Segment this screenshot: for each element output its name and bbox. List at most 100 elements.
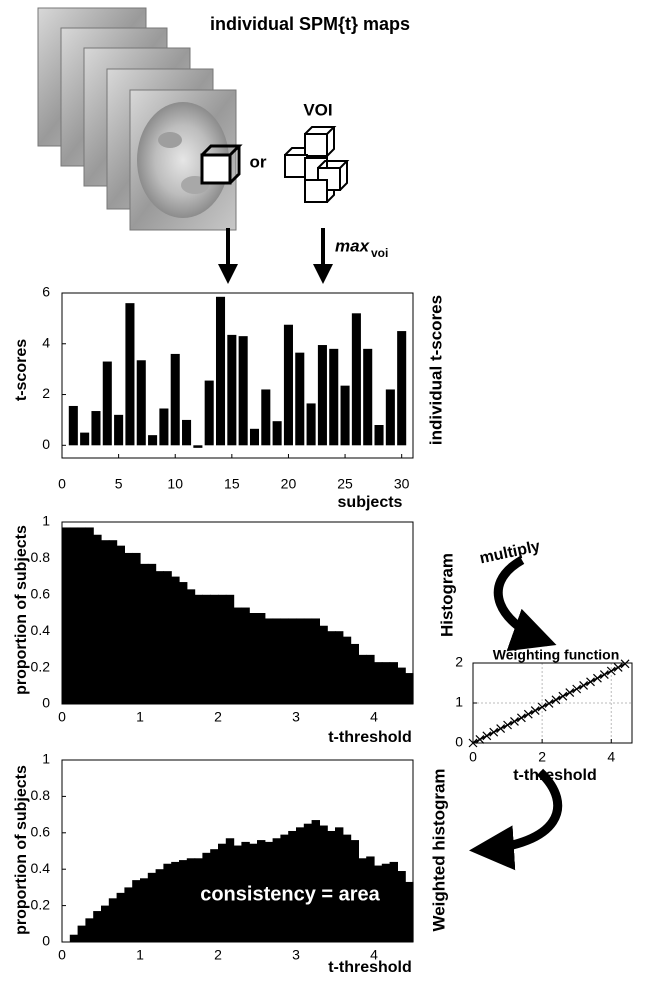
step (233, 607, 242, 704)
step (62, 527, 71, 704)
marker (620, 659, 630, 669)
step (155, 869, 164, 942)
step (335, 631, 344, 704)
marker (558, 691, 568, 701)
x-tick-label: 3 (292, 709, 300, 725)
x-tick-label: 25 (337, 476, 353, 492)
step (108, 540, 118, 704)
step (374, 662, 383, 704)
bar (91, 411, 101, 446)
voxel-cube (200, 144, 243, 185)
bar (159, 408, 169, 446)
step (272, 618, 281, 704)
marker (572, 684, 582, 694)
marker (579, 680, 589, 690)
bar (238, 336, 248, 446)
x-tick-label: 4 (370, 947, 378, 963)
marker (516, 713, 526, 723)
step (116, 545, 125, 704)
x-axis-label: subjects (338, 494, 403, 511)
y-tick-label: 0.2 (31, 896, 51, 912)
x-tick-label: 1 (136, 947, 144, 963)
step (374, 865, 383, 942)
bar (340, 385, 350, 446)
step (163, 571, 172, 704)
y-tick-label: 1 (42, 751, 50, 767)
step (77, 925, 86, 942)
step (116, 892, 125, 942)
step (101, 540, 110, 704)
marker (613, 662, 623, 672)
y-tick-label: 0.8 (31, 787, 51, 803)
step (93, 911, 102, 942)
bar (102, 361, 112, 446)
plot-frame (61, 521, 414, 705)
step (155, 571, 164, 704)
bar (170, 353, 180, 446)
step (342, 834, 352, 942)
bar (295, 352, 305, 446)
step (389, 861, 398, 942)
step (241, 607, 250, 704)
marker (586, 677, 595, 687)
step (69, 934, 79, 942)
bar (272, 421, 282, 446)
x-axis-label: t-threshold (513, 767, 597, 784)
max-subscript: voi (371, 246, 388, 260)
step (218, 843, 227, 942)
x-axis-label: t-threshold (328, 959, 412, 976)
side-label: individual t-scores (426, 295, 445, 445)
step (225, 594, 235, 704)
bar (397, 331, 407, 446)
step (288, 830, 297, 942)
marker (537, 702, 547, 712)
x-tick-label: 3 (292, 947, 300, 963)
step (241, 841, 250, 942)
x-tick-label: 20 (281, 476, 297, 492)
x-tick-label: 2 (214, 947, 222, 963)
marker (544, 698, 554, 708)
step (303, 618, 313, 704)
y-tick-label: 2 (42, 385, 50, 401)
bar (317, 345, 327, 446)
step (93, 534, 102, 704)
y-tick-label: 1 (42, 513, 50, 529)
step (280, 834, 289, 942)
marker (593, 673, 602, 683)
marker (565, 688, 575, 698)
marker (510, 716, 519, 726)
step (249, 843, 258, 942)
bar (148, 435, 158, 446)
bar (374, 425, 384, 446)
step (132, 552, 141, 704)
step (124, 552, 133, 704)
marker (489, 727, 499, 737)
annotation: consistency = area (200, 883, 380, 905)
bar (136, 360, 146, 446)
or-label: or (250, 152, 267, 171)
y-tick-label: 0 (42, 436, 50, 452)
step (257, 613, 266, 704)
step (296, 827, 305, 942)
y-tick-label: 6 (42, 284, 50, 300)
y-tick-label: 0 (42, 695, 50, 711)
step (77, 527, 86, 704)
bar (329, 348, 339, 446)
step (327, 830, 336, 942)
step (186, 858, 196, 942)
x-tick-label: 1 (136, 709, 144, 725)
x-tick-label: 0 (58, 947, 66, 963)
y-tick-label: 0 (455, 734, 463, 750)
marker (503, 720, 512, 730)
bar (80, 432, 90, 446)
step (233, 845, 242, 942)
step (140, 563, 149, 704)
marker (475, 734, 485, 744)
y-tick-label: 0.4 (31, 860, 51, 876)
step (405, 673, 414, 704)
voi-cubes (284, 126, 350, 203)
step (272, 838, 281, 942)
diagram-title: individual SPM{t} maps (210, 14, 410, 34)
bar (227, 334, 237, 446)
